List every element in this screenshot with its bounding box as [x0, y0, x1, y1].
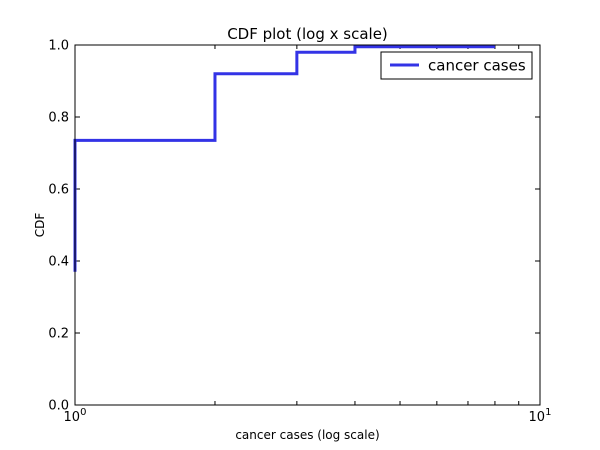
y-tick-label: 0.6 — [48, 183, 69, 198]
series-lines — [73, 45, 495, 272]
series-line-cancer-cases — [73, 45, 495, 272]
x-tick-exponent: 0 — [80, 407, 86, 418]
legend-label: cancer cases — [428, 57, 526, 75]
y-tick-label: 0.0 — [48, 399, 69, 414]
x-tick-base: 10 — [529, 410, 546, 425]
chart-title: CDF plot (log x scale) — [227, 25, 388, 43]
y-tick-label: 0.8 — [48, 111, 69, 126]
x-ticks: 100 101 — [64, 45, 552, 425]
x-tick-label: 101 — [529, 407, 552, 425]
y-tick-label: 0.2 — [48, 327, 69, 342]
x-tick-exponent: 1 — [545, 407, 551, 418]
y-axis-label: CDF — [33, 213, 47, 238]
x-tick-label: 100 — [64, 407, 87, 425]
x-axis-label: cancer cases (log scale) — [235, 428, 379, 442]
legend: cancer cases — [380, 51, 533, 80]
plot-frame — [74, 44, 541, 406]
y-ticks: 0.0 0.2 0.4 0.6 0.8 1.0 — [48, 39, 540, 414]
y-tick-label: 1.0 — [48, 39, 69, 54]
y-tick-label: 0.4 — [48, 255, 69, 270]
x-tick-base: 10 — [64, 410, 81, 425]
